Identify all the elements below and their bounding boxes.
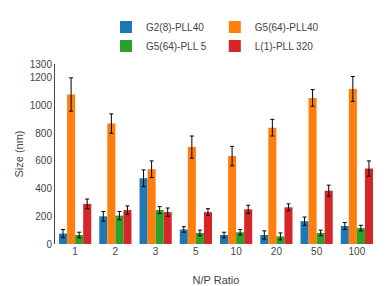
svg-text:100: 100	[349, 246, 366, 257]
svg-text:G5(64)-PLL40: G5(64)-PLL40	[255, 22, 319, 33]
svg-text:50: 50	[311, 246, 323, 257]
svg-text:G5(64)-PLL 5: G5(64)-PLL 5	[146, 41, 207, 52]
svg-text:1000: 1000	[30, 100, 53, 111]
svg-text:2: 2	[113, 246, 119, 257]
svg-text:20: 20	[271, 246, 283, 257]
svg-text:0: 0	[46, 239, 52, 250]
svg-text:10: 10	[231, 246, 243, 257]
svg-text:Size (nm): Size (nm)	[13, 130, 25, 177]
svg-text:1300: 1300	[30, 59, 53, 70]
svg-text:800: 800	[35, 128, 52, 139]
svg-text:200: 200	[35, 211, 52, 222]
svg-text:5: 5	[193, 246, 199, 257]
svg-text:G2(8)-PLL40: G2(8)-PLL40	[146, 22, 204, 33]
svg-text:3: 3	[153, 246, 159, 257]
svg-text:L(1)-PLL 320: L(1)-PLL 320	[255, 41, 313, 52]
svg-text:400: 400	[35, 183, 52, 194]
svg-text:1: 1	[72, 246, 78, 257]
svg-text:1200: 1200	[30, 72, 53, 83]
svg-text:N/P Ratio: N/P Ratio	[193, 274, 240, 286]
svg-text:600: 600	[35, 155, 52, 166]
